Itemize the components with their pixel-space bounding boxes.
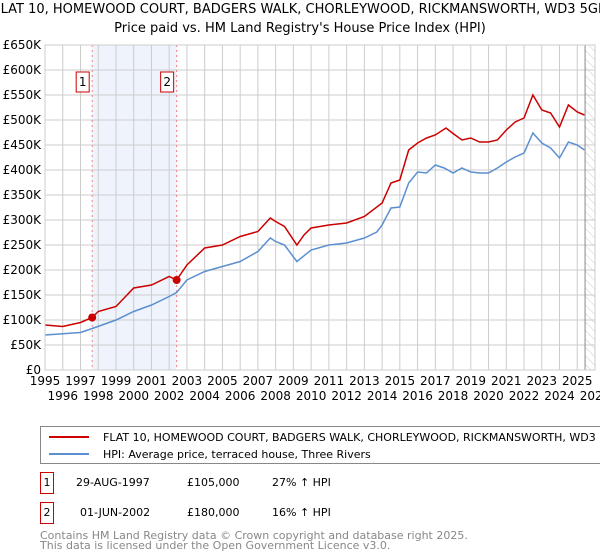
x-tick-label: 2007 <box>243 374 274 388</box>
sale-label: 2 <box>163 75 171 89</box>
x-tick-label: 1997 <box>65 374 96 388</box>
x-tick-label: 1998 <box>83 389 114 403</box>
x-tick-label: 2000 <box>118 389 149 403</box>
sale-point <box>172 276 181 284</box>
sale-label-box <box>75 71 90 93</box>
y-tick-label: £550K <box>3 88 43 102</box>
transaction-hpi: 27% ↑ HPI <box>272 476 331 489</box>
x-tick-label: 2024 <box>544 389 575 403</box>
x-tick-label: 2018 <box>438 389 469 403</box>
y-tick-label: £250K <box>3 238 43 252</box>
x-tick-label: 2026 <box>580 389 600 403</box>
sale-label: 1 <box>79 75 87 89</box>
transaction-date: 29-AUG-1997 <box>76 476 150 489</box>
x-tick-label: 2006 <box>225 389 256 403</box>
legend: FLAT 10, HOMEWOOD COURT, BADGERS WALK, C… <box>40 426 600 464</box>
transaction-price: £105,000 <box>187 476 240 489</box>
footer-line: This data is licensed under the Open Gov… <box>40 539 391 552</box>
x-tick-label: 2008 <box>260 389 291 403</box>
x-tick-label: 2012 <box>331 389 362 403</box>
forecast-hatch <box>585 45 595 370</box>
x-tick-label: 2014 <box>367 389 398 403</box>
legend-swatch-red <box>49 436 89 438</box>
x-tick-label: 1996 <box>47 389 78 403</box>
x-tick-label: 2025 <box>562 374 593 388</box>
chart-title: FLAT 10, HOMEWOOD COURT, BADGERS WALK, C… <box>0 2 600 17</box>
footer-line: Contains HM Land Registry data © Crown c… <box>40 529 468 542</box>
x-tick-label: 1999 <box>101 374 132 388</box>
property-price-line <box>44 93 585 328</box>
legend-item-property: FLAT 10, HOMEWOOD COURT, BADGERS WALK, C… <box>41 429 600 445</box>
legend-swatch-blue <box>49 453 89 455</box>
x-tick-label: 2022 <box>509 389 540 403</box>
plot-border <box>44 44 596 371</box>
x-tick-label: 2017 <box>420 374 451 388</box>
y-tick-label: £500K <box>3 113 43 127</box>
y-tick-label: £0 <box>26 363 41 377</box>
x-tick-label: 2013 <box>349 374 380 388</box>
transaction-price: £180,000 <box>187 506 240 519</box>
sale-label-box <box>160 71 175 93</box>
x-tick-label: 2020 <box>473 389 504 403</box>
y-tick-label: £450K <box>3 138 43 152</box>
x-tick-label: 2011 <box>314 374 345 388</box>
y-tick-label: £300K <box>3 213 43 227</box>
y-tick-label: £650K <box>3 38 43 52</box>
transaction-marker: 1 <box>40 472 54 494</box>
footer: Contains HM Land Registry data © Crown c… <box>40 529 468 552</box>
y-tick-label: £400K <box>3 163 43 177</box>
legend-item-hpi: HPI: Average price, terraced house, Thre… <box>41 446 371 462</box>
price-chart: 1995199619971998199920002001200220032004… <box>3 38 600 403</box>
transaction-row: 1 29-AUG-1997 £105,000 27% ↑ HPI <box>40 472 600 494</box>
sale-point <box>88 313 97 322</box>
transaction-hpi: 16% ↑ HPI <box>272 506 331 519</box>
y-tick-label: £350K <box>3 188 43 202</box>
shaded-period <box>92 45 177 370</box>
y-tick-label: £50K <box>10 338 42 352</box>
legend-label: FLAT 10, HOMEWOOD COURT, BADGERS WALK, C… <box>103 430 600 444</box>
x-tick-label: 2002 <box>154 389 185 403</box>
legend-label: HPI: Average price, terraced house, Thre… <box>103 447 371 461</box>
hpi-line <box>44 131 585 336</box>
x-tick-label: 2015 <box>385 374 416 388</box>
x-tick-label: 2019 <box>456 374 487 388</box>
x-tick-label: 1995 <box>30 374 61 388</box>
x-tick-label: 2004 <box>189 389 220 403</box>
y-tick-label: £150K <box>3 288 43 302</box>
x-tick-label: 2003 <box>172 374 203 388</box>
x-tick-label: 2016 <box>402 389 433 403</box>
y-tick-label: £200K <box>3 263 43 277</box>
x-tick-label: 2010 <box>296 389 327 403</box>
transaction-row: 2 01-JUN-2002 £180,000 16% ↑ HPI <box>40 502 600 524</box>
x-tick-label: 2023 <box>527 374 558 388</box>
transaction-date: 01-JUN-2002 <box>80 506 151 519</box>
x-tick-label: 2005 <box>207 374 238 388</box>
x-tick-label: 2001 <box>136 374 167 388</box>
y-tick-label: £100K <box>3 313 43 327</box>
chart-subtitle: Price paid vs. HM Land Registry's House … <box>114 21 486 36</box>
y-tick-label: £600K <box>3 63 43 77</box>
transaction-marker: 2 <box>40 502 54 524</box>
x-tick-label: 2021 <box>491 374 522 388</box>
x-tick-label: 2009 <box>278 374 309 388</box>
